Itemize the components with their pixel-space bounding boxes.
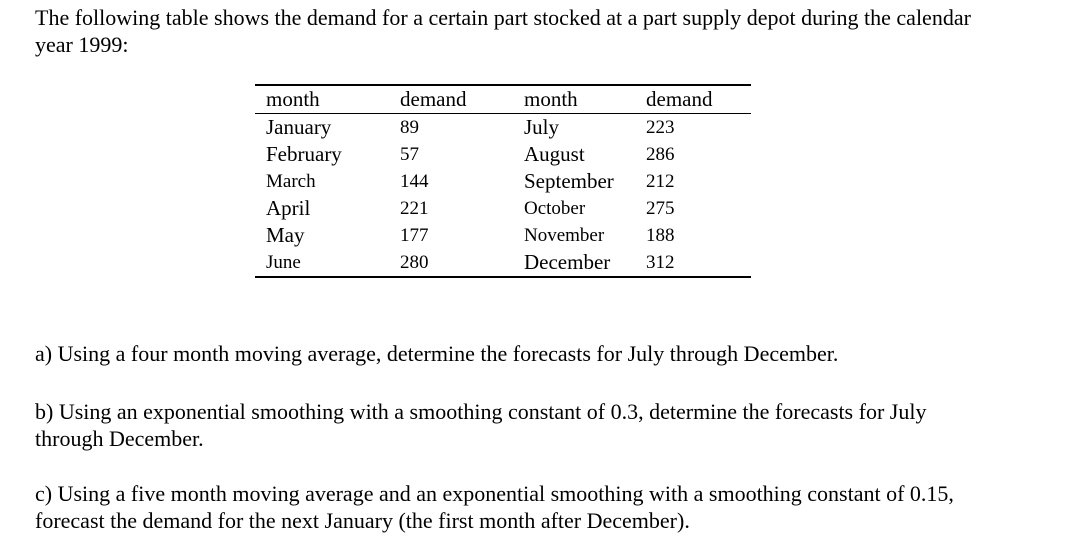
month-cell: July [524, 115, 560, 139]
month-cell: February [266, 142, 342, 166]
demand-cell: 280 [400, 252, 429, 273]
table-row: January 89 July 223 [255, 114, 751, 142]
demand-cell: 57 [400, 144, 419, 165]
month-cell: March [266, 171, 316, 192]
demand-cell: 223 [646, 117, 675, 138]
question-c: c) Using a five month moving average and… [35, 481, 954, 533]
month-cell: January [266, 115, 332, 139]
table-row: May 177 November 188 [255, 222, 751, 249]
month-cell: October [524, 198, 586, 219]
demand-table-container: month demand month demand January 89 Jul… [255, 84, 751, 278]
question-a: a) Using a four month moving average, de… [35, 341, 839, 366]
demand-cell: 89 [400, 117, 419, 138]
demand-cell: 177 [400, 225, 429, 246]
question-b: b) Using an exponential smoothing with a… [35, 399, 927, 451]
header-month-2: month [524, 87, 578, 111]
month-cell: April [266, 196, 311, 220]
table-row: March 144 September 212 [255, 168, 751, 195]
header-demand-1: demand [400, 87, 467, 111]
demand-cell: 275 [646, 198, 675, 219]
table-row: April 221 October 275 [255, 195, 751, 222]
demand-cell: 188 [646, 225, 675, 246]
demand-cell: 221 [400, 198, 429, 219]
month-cell: November [524, 225, 605, 246]
month-cell: May [266, 223, 305, 247]
intro-paragraph: The following table shows the demand for… [35, 5, 971, 57]
demand-cell: 312 [646, 252, 675, 273]
demand-cell: 144 [400, 171, 429, 192]
month-cell: December [524, 250, 611, 274]
month-cell: June [266, 252, 301, 273]
month-cell: September [524, 169, 614, 193]
table-row: June 280 December 312 [255, 249, 751, 277]
demand-cell: 212 [646, 171, 675, 192]
table-row: February 57 August 286 [255, 141, 751, 168]
demand-cell: 286 [646, 144, 675, 165]
month-cell: August [524, 142, 585, 166]
table-header-row: month demand month demand [255, 85, 751, 114]
header-month-1: month [266, 87, 320, 111]
header-demand-2: demand [646, 87, 713, 111]
demand-table: month demand month demand January 89 Jul… [255, 84, 751, 278]
